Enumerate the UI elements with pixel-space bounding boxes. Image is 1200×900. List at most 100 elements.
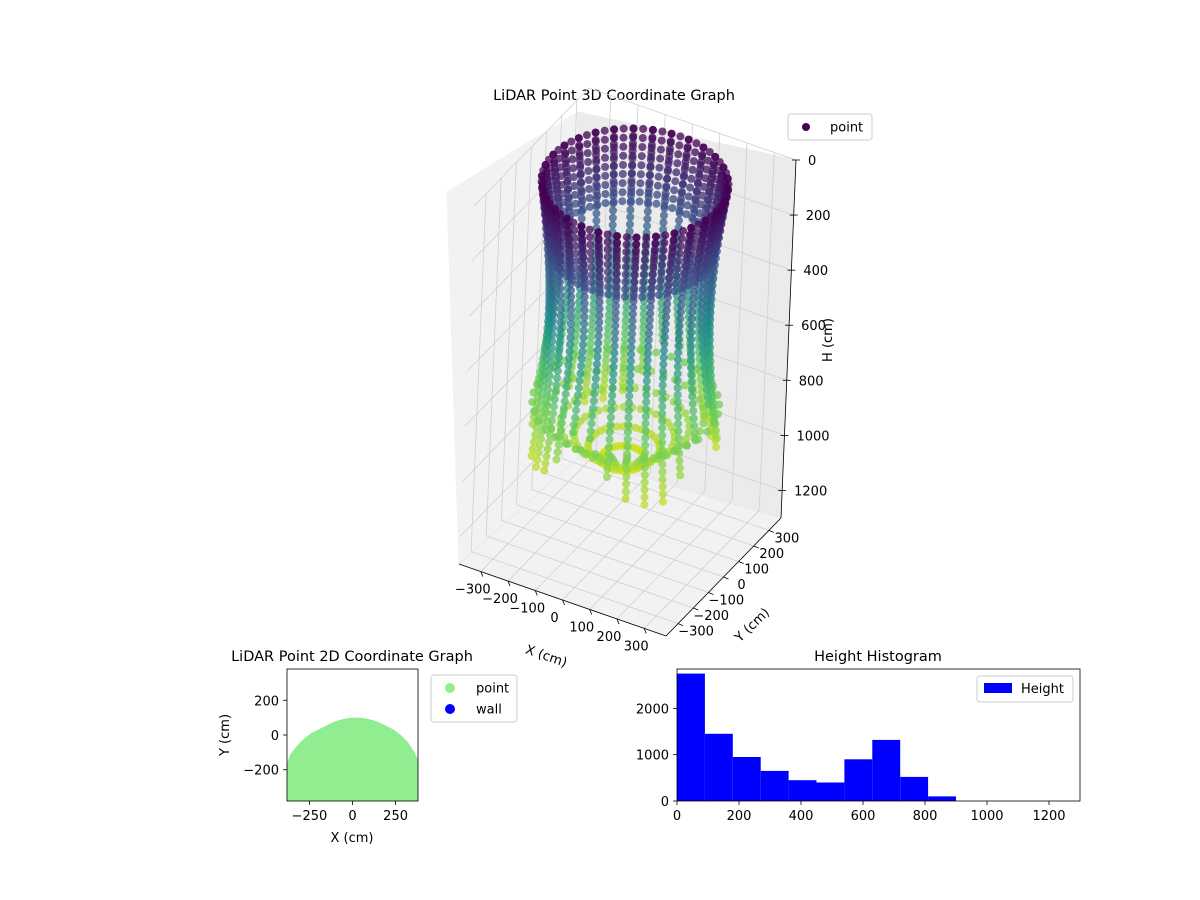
lidar-point bbox=[594, 228, 603, 237]
grid-y-floor bbox=[501, 520, 709, 593]
lidar-point bbox=[691, 274, 700, 283]
lidar-point bbox=[674, 412, 682, 421]
lidar-point bbox=[547, 350, 556, 359]
grid-y-left bbox=[470, 193, 487, 552]
lidar-point bbox=[534, 416, 543, 425]
lidar-point bbox=[556, 332, 564, 341]
lidar-point bbox=[560, 397, 569, 406]
lidar-point bbox=[592, 164, 601, 173]
lidar-point bbox=[566, 333, 575, 342]
lidar-point bbox=[656, 276, 665, 285]
lidar-point bbox=[612, 295, 621, 304]
lidar-point bbox=[588, 320, 597, 329]
lidar-point bbox=[528, 398, 537, 406]
lidar-point bbox=[594, 325, 603, 333]
lidar-point bbox=[541, 406, 550, 415]
x-tick-label-3d: 100 bbox=[569, 620, 594, 635]
lidar-point bbox=[712, 207, 721, 216]
lidar-point bbox=[663, 167, 672, 176]
lidar-point bbox=[697, 327, 706, 336]
lidar-point bbox=[676, 314, 685, 323]
lidar-point bbox=[659, 246, 668, 255]
lidar-point bbox=[621, 277, 630, 286]
lidar-point bbox=[630, 277, 639, 286]
lidar-point bbox=[549, 316, 557, 325]
lidar-point bbox=[563, 375, 572, 384]
y-tick-3d bbox=[708, 592, 714, 595]
lidar-point bbox=[655, 283, 664, 292]
lidar-point bbox=[571, 190, 579, 199]
lidar-point bbox=[692, 235, 701, 244]
lidar-point bbox=[605, 428, 614, 437]
lidar-point bbox=[661, 231, 670, 240]
lidar-point bbox=[540, 466, 549, 475]
x-tick-label-2d: −250 bbox=[292, 809, 328, 824]
lidar-point bbox=[605, 443, 613, 451]
lidar-point bbox=[611, 315, 620, 324]
lidar-point bbox=[601, 190, 610, 198]
grid-z-back bbox=[588, 87, 797, 161]
lidar-point bbox=[626, 205, 635, 214]
lidar-point bbox=[644, 336, 653, 344]
lidar-point bbox=[684, 192, 693, 201]
lidar-point bbox=[655, 451, 664, 459]
lidar-point bbox=[658, 388, 667, 397]
lidar-point bbox=[563, 221, 572, 229]
lidar-point bbox=[620, 335, 629, 344]
lidar-point bbox=[681, 268, 689, 277]
lidar-point bbox=[674, 434, 683, 443]
lidar-point bbox=[621, 329, 630, 338]
lidar-point bbox=[651, 232, 660, 241]
lidar-point bbox=[609, 206, 617, 215]
lidar-point bbox=[632, 233, 641, 242]
lidar-point bbox=[619, 124, 628, 133]
lidar-point bbox=[609, 179, 618, 188]
lidar-point bbox=[698, 286, 707, 295]
lidar-point bbox=[567, 146, 576, 155]
lidar-point bbox=[595, 291, 604, 300]
lidar-point bbox=[682, 255, 691, 264]
lidar-point bbox=[548, 275, 557, 284]
lidar-point bbox=[658, 460, 667, 469]
x-axis-label-2d: X (cm) bbox=[331, 831, 374, 846]
lidar-point bbox=[543, 445, 552, 454]
lidar-point bbox=[658, 253, 667, 262]
lidar-point bbox=[565, 253, 574, 262]
lidar-point bbox=[690, 287, 699, 296]
lidar-point bbox=[555, 346, 564, 355]
lidar-point bbox=[647, 289, 656, 298]
lidar-point bbox=[673, 369, 682, 378]
grid-y-floor bbox=[486, 535, 694, 609]
lidar-point bbox=[659, 218, 668, 227]
lidar-point bbox=[603, 336, 612, 345]
lidar-point bbox=[695, 172, 704, 181]
x-tick-label-2d: 0 bbox=[348, 809, 356, 824]
y-axis-label-3d: Y (cm) bbox=[732, 605, 773, 646]
lidar-point bbox=[591, 128, 600, 137]
lidar-point bbox=[549, 302, 558, 311]
lidar-point bbox=[587, 326, 596, 335]
lidar-point bbox=[593, 345, 602, 354]
lidar-point bbox=[543, 392, 552, 401]
lidar-point bbox=[676, 242, 685, 250]
lidar-point bbox=[613, 238, 621, 247]
lidar-point bbox=[698, 342, 707, 351]
lidar-point bbox=[639, 303, 648, 312]
lidar-point bbox=[704, 156, 713, 165]
lidar-point bbox=[609, 161, 618, 170]
lidar-point bbox=[689, 205, 698, 213]
lidar-point bbox=[688, 213, 697, 222]
lidar-point bbox=[566, 340, 575, 349]
lidar-point bbox=[545, 371, 554, 380]
lidar-point bbox=[622, 240, 631, 249]
lidar-point bbox=[556, 284, 565, 293]
lidar-point bbox=[562, 170, 571, 179]
lidar-point bbox=[687, 363, 695, 372]
lidar-point bbox=[576, 169, 585, 178]
lidar-point bbox=[619, 133, 628, 142]
plot-frame-histogram bbox=[676, 668, 1081, 802]
lidar-point bbox=[704, 400, 713, 409]
x-tick-3d bbox=[507, 580, 511, 587]
lidar-point bbox=[658, 475, 667, 484]
lidar-point bbox=[665, 274, 674, 282]
